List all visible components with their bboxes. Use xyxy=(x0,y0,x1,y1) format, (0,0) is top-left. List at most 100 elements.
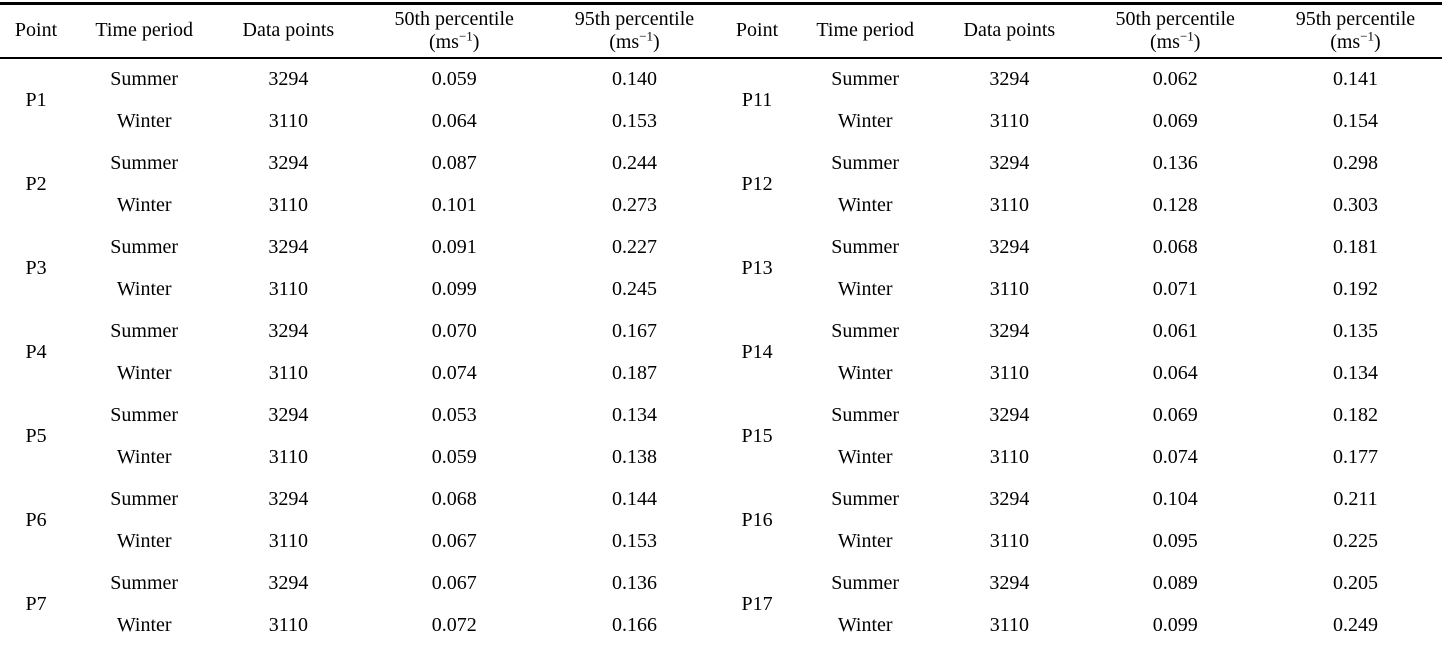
col-header-point: Point xyxy=(721,5,794,59)
p95-cell: 0.134 xyxy=(1332,361,1378,384)
time-period-cell: Summer xyxy=(831,403,900,426)
p50-cell: 0.091 xyxy=(431,235,477,258)
col-header-95th-percentile: 95th percentile (ms−1) xyxy=(547,5,721,59)
table-row: Winter 3110 0.067 0.153 xyxy=(0,520,721,562)
time-period-cell: Winter xyxy=(116,613,172,636)
table-row: Winter 3110 0.101 0.273 xyxy=(0,184,721,226)
p50-cell: 0.061 xyxy=(1152,319,1198,342)
time-period-cell: Winter xyxy=(837,613,893,636)
p95-cell: 0.140 xyxy=(611,68,657,90)
time-period-cell: Summer xyxy=(110,151,179,174)
table-row: P11 Summer 3294 0.062 0.141 xyxy=(721,58,1442,111)
data-points-cell: 3294 xyxy=(989,571,1030,594)
time-period-cell: Summer xyxy=(110,571,179,594)
table-row: P15 Summer 3294 0.069 0.182 xyxy=(721,394,1442,447)
table-row: Winter 3110 0.064 0.134 xyxy=(721,352,1442,394)
header-unit-50th: (ms−1) xyxy=(1081,29,1268,54)
time-period-cell: Summer xyxy=(110,487,179,510)
time-period-cell: Winter xyxy=(116,445,172,468)
p50-cell: 0.062 xyxy=(1152,68,1198,90)
p50-cell: 0.072 xyxy=(431,613,477,636)
header-row: Point Time period Data points 50th perce… xyxy=(0,5,721,59)
p95-cell: 0.153 xyxy=(611,109,657,132)
p95-cell: 0.181 xyxy=(1332,235,1378,258)
p95-cell: 0.225 xyxy=(1332,529,1378,552)
time-period-cell: Summer xyxy=(110,403,179,426)
p50-cell: 0.074 xyxy=(1152,445,1198,468)
p50-cell: 0.095 xyxy=(1152,529,1198,552)
time-period-cell: Winter xyxy=(116,193,172,216)
data-points-cell: 3110 xyxy=(989,277,1029,300)
table-row: Winter 3110 0.074 0.187 xyxy=(0,352,721,394)
table-row: Winter 3110 0.095 0.225 xyxy=(721,520,1442,562)
p50-cell: 0.069 xyxy=(1152,403,1198,426)
data-points-cell: 3294 xyxy=(989,487,1030,510)
unit-exponent: −1 xyxy=(1360,27,1375,43)
data-points-cell: 3294 xyxy=(268,235,309,258)
data-points-cell: 3294 xyxy=(989,151,1030,174)
header-title-95th: 95th percentile xyxy=(574,7,695,30)
p95-cell: 0.135 xyxy=(1332,319,1378,342)
header-title-50th: 50th percentile xyxy=(394,7,514,30)
unit-text: (ms xyxy=(609,30,640,53)
p95-cell: 0.298 xyxy=(1332,151,1378,174)
time-period-cell: Winter xyxy=(116,109,172,132)
time-period-cell: Winter xyxy=(837,361,893,384)
time-period-cell: Winter xyxy=(837,277,893,300)
p50-cell: 0.068 xyxy=(1152,235,1198,258)
header-title-50th: 50th percentile xyxy=(1115,7,1235,30)
point-cell: P17 xyxy=(741,592,773,615)
unit-text: ) xyxy=(472,30,480,53)
unit-text: ) xyxy=(1193,30,1201,53)
table-row: Winter 3110 0.099 0.249 xyxy=(721,604,1442,646)
header-unit-95th: (ms−1) xyxy=(1269,27,1442,54)
table-row: P12 Summer 3294 0.136 0.298 xyxy=(721,142,1442,195)
point-cell: P2 xyxy=(25,172,47,195)
table-row: Winter 3110 0.072 0.166 xyxy=(0,604,721,646)
data-points-cell: 3294 xyxy=(989,403,1030,426)
unit-text: (ms xyxy=(428,30,459,53)
table-row: P1 Summer 3294 0.059 0.140 xyxy=(0,58,721,111)
p95-cell: 0.245 xyxy=(611,277,657,300)
table-row: P14 Summer 3294 0.061 0.135 xyxy=(721,310,1442,363)
point-cell: P3 xyxy=(25,256,47,279)
col-header-95th-percentile: 95th percentile (ms−1) xyxy=(1268,5,1442,59)
data-points-cell: 3294 xyxy=(989,319,1030,342)
p50-cell: 0.064 xyxy=(431,109,477,132)
unit-text: (ms xyxy=(1330,30,1361,53)
col-header-50th-percentile: 50th percentile (ms−1) xyxy=(360,5,548,59)
time-period-cell: Winter xyxy=(116,277,172,300)
col-header-point: Point xyxy=(0,5,73,59)
p50-cell: 0.067 xyxy=(431,529,477,552)
table-row: P7 Summer 3294 0.067 0.136 xyxy=(0,562,721,615)
table-row: P2 Summer 3294 0.087 0.244 xyxy=(0,142,721,195)
p50-cell: 0.064 xyxy=(1152,361,1198,384)
unit-text: ) xyxy=(1374,30,1381,53)
p95-cell: 0.205 xyxy=(1332,571,1378,594)
data-table-right: Point Time period Data points 50th perce… xyxy=(721,5,1442,646)
p50-cell: 0.070 xyxy=(431,319,477,342)
p50-cell: 0.071 xyxy=(1152,277,1198,300)
data-points-cell: 3110 xyxy=(989,613,1029,636)
table-row: P5 Summer 3294 0.053 0.134 xyxy=(0,394,721,447)
p50-cell: 0.068 xyxy=(431,487,477,510)
time-period-cell: Summer xyxy=(110,235,179,258)
p95-cell: 0.134 xyxy=(611,403,657,426)
p95-cell: 0.144 xyxy=(611,487,657,510)
p95-cell: 0.244 xyxy=(611,151,657,174)
unit-exponent: −1 xyxy=(639,27,654,43)
table-row: Winter 3110 0.099 0.245 xyxy=(0,268,721,310)
table-row: P6 Summer 3294 0.068 0.144 xyxy=(0,478,721,531)
data-points-cell: 3294 xyxy=(268,151,309,174)
time-period-cell: Summer xyxy=(110,68,179,90)
data-points-cell: 3294 xyxy=(268,571,309,594)
p50-cell: 0.059 xyxy=(431,445,477,468)
p50-cell: 0.087 xyxy=(431,151,477,174)
p95-cell: 0.249 xyxy=(1332,613,1378,636)
p50-cell: 0.069 xyxy=(1152,109,1198,132)
table-row: Winter 3110 0.128 0.303 xyxy=(721,184,1442,226)
time-period-cell: Winter xyxy=(837,193,893,216)
unit-text: ) xyxy=(653,30,660,53)
p50-cell: 0.136 xyxy=(1152,151,1198,174)
p95-cell: 0.182 xyxy=(1332,403,1378,426)
